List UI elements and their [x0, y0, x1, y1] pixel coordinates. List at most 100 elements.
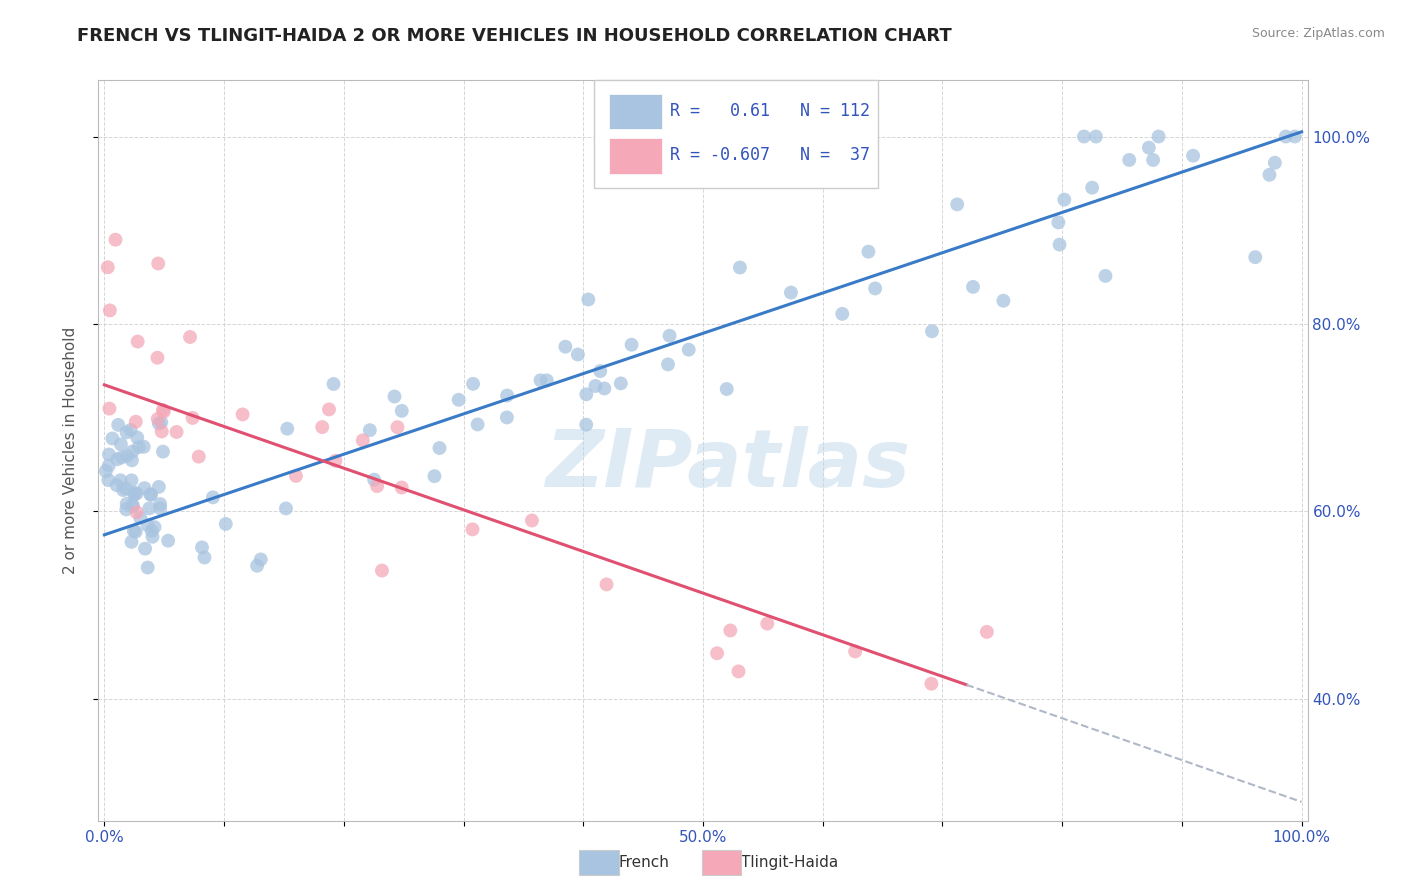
- Point: [496, 410, 519, 425]
- Point: [1142, 153, 1164, 167]
- Point: [191, 541, 214, 555]
- Point: [658, 328, 681, 343]
- Point: [121, 473, 143, 487]
- Point: [125, 486, 148, 500]
- Point: [97, 473, 120, 487]
- Text: R =   0.61   N = 112: R = 0.61 N = 112: [671, 102, 870, 120]
- Point: [139, 487, 162, 501]
- Point: [1284, 129, 1306, 144]
- Point: [276, 422, 298, 436]
- Point: [387, 420, 409, 434]
- Point: [391, 481, 413, 495]
- Text: Tlingit-Haida: Tlingit-Haida: [741, 855, 838, 870]
- Point: [105, 452, 128, 467]
- Point: [1182, 149, 1205, 163]
- Point: [148, 417, 170, 431]
- Point: [141, 524, 163, 538]
- Point: [97, 260, 120, 275]
- Point: [232, 408, 254, 422]
- Point: [1274, 129, 1296, 144]
- Point: [858, 244, 880, 259]
- Point: [115, 502, 138, 516]
- Point: [105, 478, 128, 492]
- Point: [371, 564, 394, 578]
- Point: [657, 358, 679, 372]
- Point: [148, 256, 170, 270]
- Point: [125, 505, 148, 519]
- Point: [589, 364, 612, 378]
- Point: [148, 480, 170, 494]
- Point: [946, 197, 969, 211]
- Text: R = -0.607   N =  37: R = -0.607 N = 37: [671, 146, 870, 164]
- Point: [127, 334, 149, 349]
- Point: [1264, 155, 1286, 169]
- Point: [447, 392, 470, 407]
- Point: [249, 552, 271, 566]
- Point: [1094, 268, 1116, 283]
- Point: [610, 376, 633, 391]
- Point: [496, 388, 519, 402]
- Point: [149, 497, 172, 511]
- Point: [125, 415, 148, 429]
- Point: [567, 347, 589, 361]
- Point: [285, 469, 308, 483]
- Point: [920, 676, 942, 690]
- Point: [391, 404, 413, 418]
- Point: [585, 379, 607, 393]
- Point: [429, 441, 451, 455]
- Point: [322, 376, 344, 391]
- Point: [136, 560, 159, 574]
- Text: ZIPatlas: ZIPatlas: [544, 426, 910, 504]
- Point: [620, 337, 643, 351]
- Point: [97, 458, 120, 473]
- Point: [157, 533, 180, 548]
- Point: [595, 577, 617, 591]
- Point: [104, 233, 127, 247]
- Point: [536, 373, 558, 387]
- Point: [120, 423, 142, 437]
- Point: [529, 373, 551, 387]
- Point: [152, 403, 174, 417]
- Point: [706, 646, 728, 660]
- Point: [352, 434, 374, 448]
- Point: [127, 431, 149, 445]
- Point: [134, 481, 156, 495]
- Point: [363, 473, 385, 487]
- Point: [110, 437, 132, 451]
- Point: [201, 491, 224, 505]
- Point: [1047, 215, 1070, 229]
- Point: [150, 425, 173, 439]
- FancyBboxPatch shape: [609, 138, 662, 174]
- Point: [187, 450, 209, 464]
- Point: [129, 511, 152, 525]
- Point: [461, 376, 484, 391]
- Text: FRENCH VS TLINGIT-HAIDA 2 OR MORE VEHICLES IN HOUSEHOLD CORRELATION CHART: FRENCH VS TLINGIT-HAIDA 2 OR MORE VEHICL…: [77, 27, 952, 45]
- Point: [141, 530, 163, 544]
- Point: [728, 260, 751, 275]
- Point: [1053, 193, 1076, 207]
- Point: [1084, 129, 1107, 144]
- Point: [325, 454, 347, 468]
- Point: [274, 501, 297, 516]
- Point: [384, 390, 406, 404]
- Point: [727, 665, 749, 679]
- Point: [193, 550, 215, 565]
- Point: [125, 524, 148, 539]
- Point: [467, 417, 489, 432]
- Point: [98, 448, 121, 462]
- Point: [136, 518, 159, 533]
- Point: [366, 479, 388, 493]
- Point: [115, 449, 138, 463]
- Point: [780, 285, 803, 300]
- Point: [716, 382, 738, 396]
- Point: [111, 450, 134, 465]
- Y-axis label: 2 or more Vehicles in Household: 2 or more Vehicles in Household: [63, 326, 77, 574]
- FancyBboxPatch shape: [609, 94, 662, 129]
- Point: [146, 412, 169, 426]
- FancyBboxPatch shape: [595, 80, 879, 187]
- Point: [575, 417, 598, 432]
- Point: [423, 469, 446, 483]
- Point: [962, 280, 984, 294]
- Point: [863, 281, 886, 295]
- Point: [101, 432, 124, 446]
